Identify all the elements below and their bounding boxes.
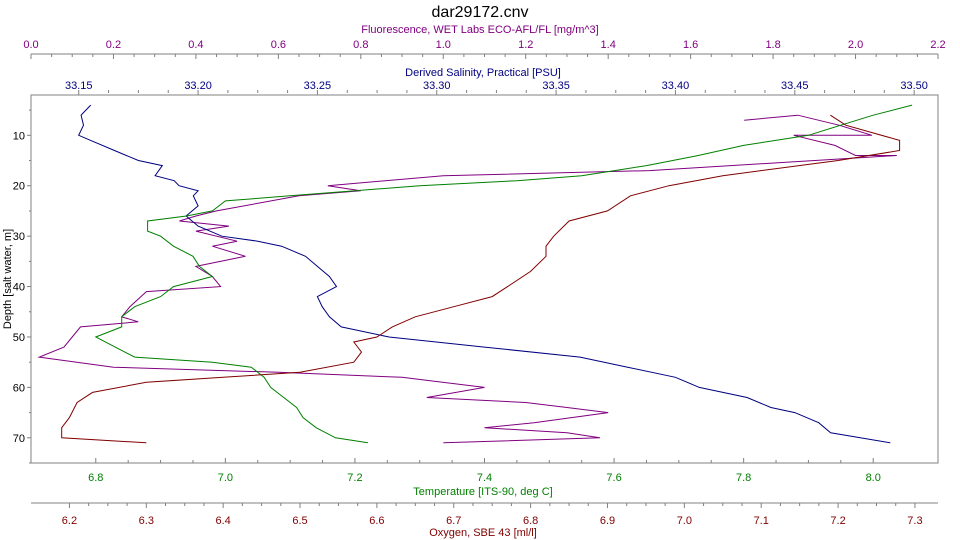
- depth-tick-label: 30: [13, 231, 25, 243]
- salinity-tick-label: 33.45: [781, 80, 809, 92]
- oxygen-tick-label: 6.2: [62, 515, 77, 527]
- fluorescence-tick-label: 1.0: [436, 39, 451, 51]
- oxygen-tick-label: 7.2: [830, 515, 845, 527]
- fluorescence-tick-label: 0.0: [23, 39, 38, 51]
- salinity-profile-line: [78, 104, 891, 444]
- oxygen-tick-label: 6.8: [523, 515, 538, 527]
- salinity-tick-label: 33.30: [423, 80, 451, 92]
- temperature-tick-label: 7.8: [736, 472, 751, 484]
- depth-tick-label: 60: [13, 382, 25, 394]
- oxygen-tick-label: 6.9: [600, 515, 615, 527]
- oxygen-tick-label: 6.4: [216, 515, 231, 527]
- temperature-tick-label: 7.2: [347, 472, 362, 484]
- fluorescence-tick-label: 0.6: [271, 39, 286, 51]
- depth-tick-label: 70: [13, 433, 25, 445]
- fluorescence-tick-label: 0.4: [188, 39, 203, 51]
- temperature-tick-label: 8.0: [866, 472, 881, 484]
- temperature-tick-label: 7.4: [477, 472, 492, 484]
- salinity-tick-labels: 33.15 33.20 33.25 33.30 33.35 33.40 33.45 33.50: [65, 80, 928, 95]
- salinity-tick-label: 33.50: [900, 80, 928, 92]
- oxygen-tick-label: 6.7: [446, 515, 461, 527]
- depth-tick-label: 20: [13, 181, 25, 193]
- fluorescence-tick-label: 2.0: [848, 39, 863, 51]
- oxygen-tick-label: 7.3: [907, 515, 922, 527]
- chart-title: dar29172.cnv: [432, 4, 529, 21]
- salinity-tick-label: 33.25: [304, 80, 332, 92]
- depth-tick-labels: 10 20 30 40 50 60 70: [13, 109, 31, 464]
- salinity-axis-label: Derived Salinity, Practical [PSU]: [405, 67, 561, 79]
- depth-tick-label: 10: [13, 130, 25, 142]
- salinity-tick-label: 33.40: [662, 80, 690, 92]
- depth-tick-label: 40: [13, 282, 25, 294]
- temperature-tick-labels: 6.8 7.0 7.2 7.4 7.6 7.8 8.0: [88, 458, 881, 484]
- fluorescence-tick-label: 1.6: [683, 39, 698, 51]
- fluorescence-tick-label: 2.2: [930, 39, 945, 51]
- fluorescence-tick-label: 0.8: [353, 39, 368, 51]
- temperature-profile-line: [94, 104, 913, 444]
- oxygen-tick-label: 7.1: [754, 515, 769, 527]
- depth-axis-label: Depth [salt water, m]: [2, 229, 14, 329]
- oxygen-profile-line: [61, 114, 901, 444]
- temperature-axis-label: Temperature [ITS-90, deg C]: [413, 486, 552, 498]
- fluorescence-tick-labels: 0.0 0.2 0.4 0.6 0.8 1.0 1.2 1.4 1.6 1.8 2.0 2.2: [23, 39, 946, 59]
- fluorescence-tick-label: 0.2: [106, 39, 121, 51]
- fluorescence-tick-label: 1.2: [518, 39, 533, 51]
- oxygen-tick-label: 6.5: [292, 515, 307, 527]
- fluorescence-axis-label: Fluorescence, WET Labs ECO-AFL/FL [mg/m^…: [361, 24, 598, 36]
- oxygen-tick-label: 6.3: [139, 515, 154, 527]
- series-layer: [37, 104, 913, 444]
- oxygen-tick-label: 7.0: [677, 515, 692, 527]
- oxygen-axis-label: Oxygen, SBE 43 [ml/l]: [429, 527, 537, 539]
- depth-tick-label: 50: [13, 332, 25, 344]
- salinity-tick-label: 33.35: [542, 80, 570, 92]
- temperature-tick-label: 6.8: [88, 472, 103, 484]
- fluorescence-tick-label: 1.8: [765, 39, 780, 51]
- temperature-tick-label: 7.6: [606, 472, 621, 484]
- temperature-tick-label: 7.0: [218, 472, 233, 484]
- oxygen-tick-labels: 6.2 6.3 6.4 6.5 6.6 6.7 6.8 6.9 7.0 7.1 7.2 7.3: [62, 503, 923, 527]
- salinity-tick-label: 33.20: [184, 80, 212, 92]
- fluorescence-tick-label: 1.4: [601, 39, 616, 51]
- plot-area: [30, 94, 939, 464]
- salinity-tick-label: 33.15: [65, 80, 93, 92]
- oxygen-tick-label: 6.6: [369, 515, 384, 527]
